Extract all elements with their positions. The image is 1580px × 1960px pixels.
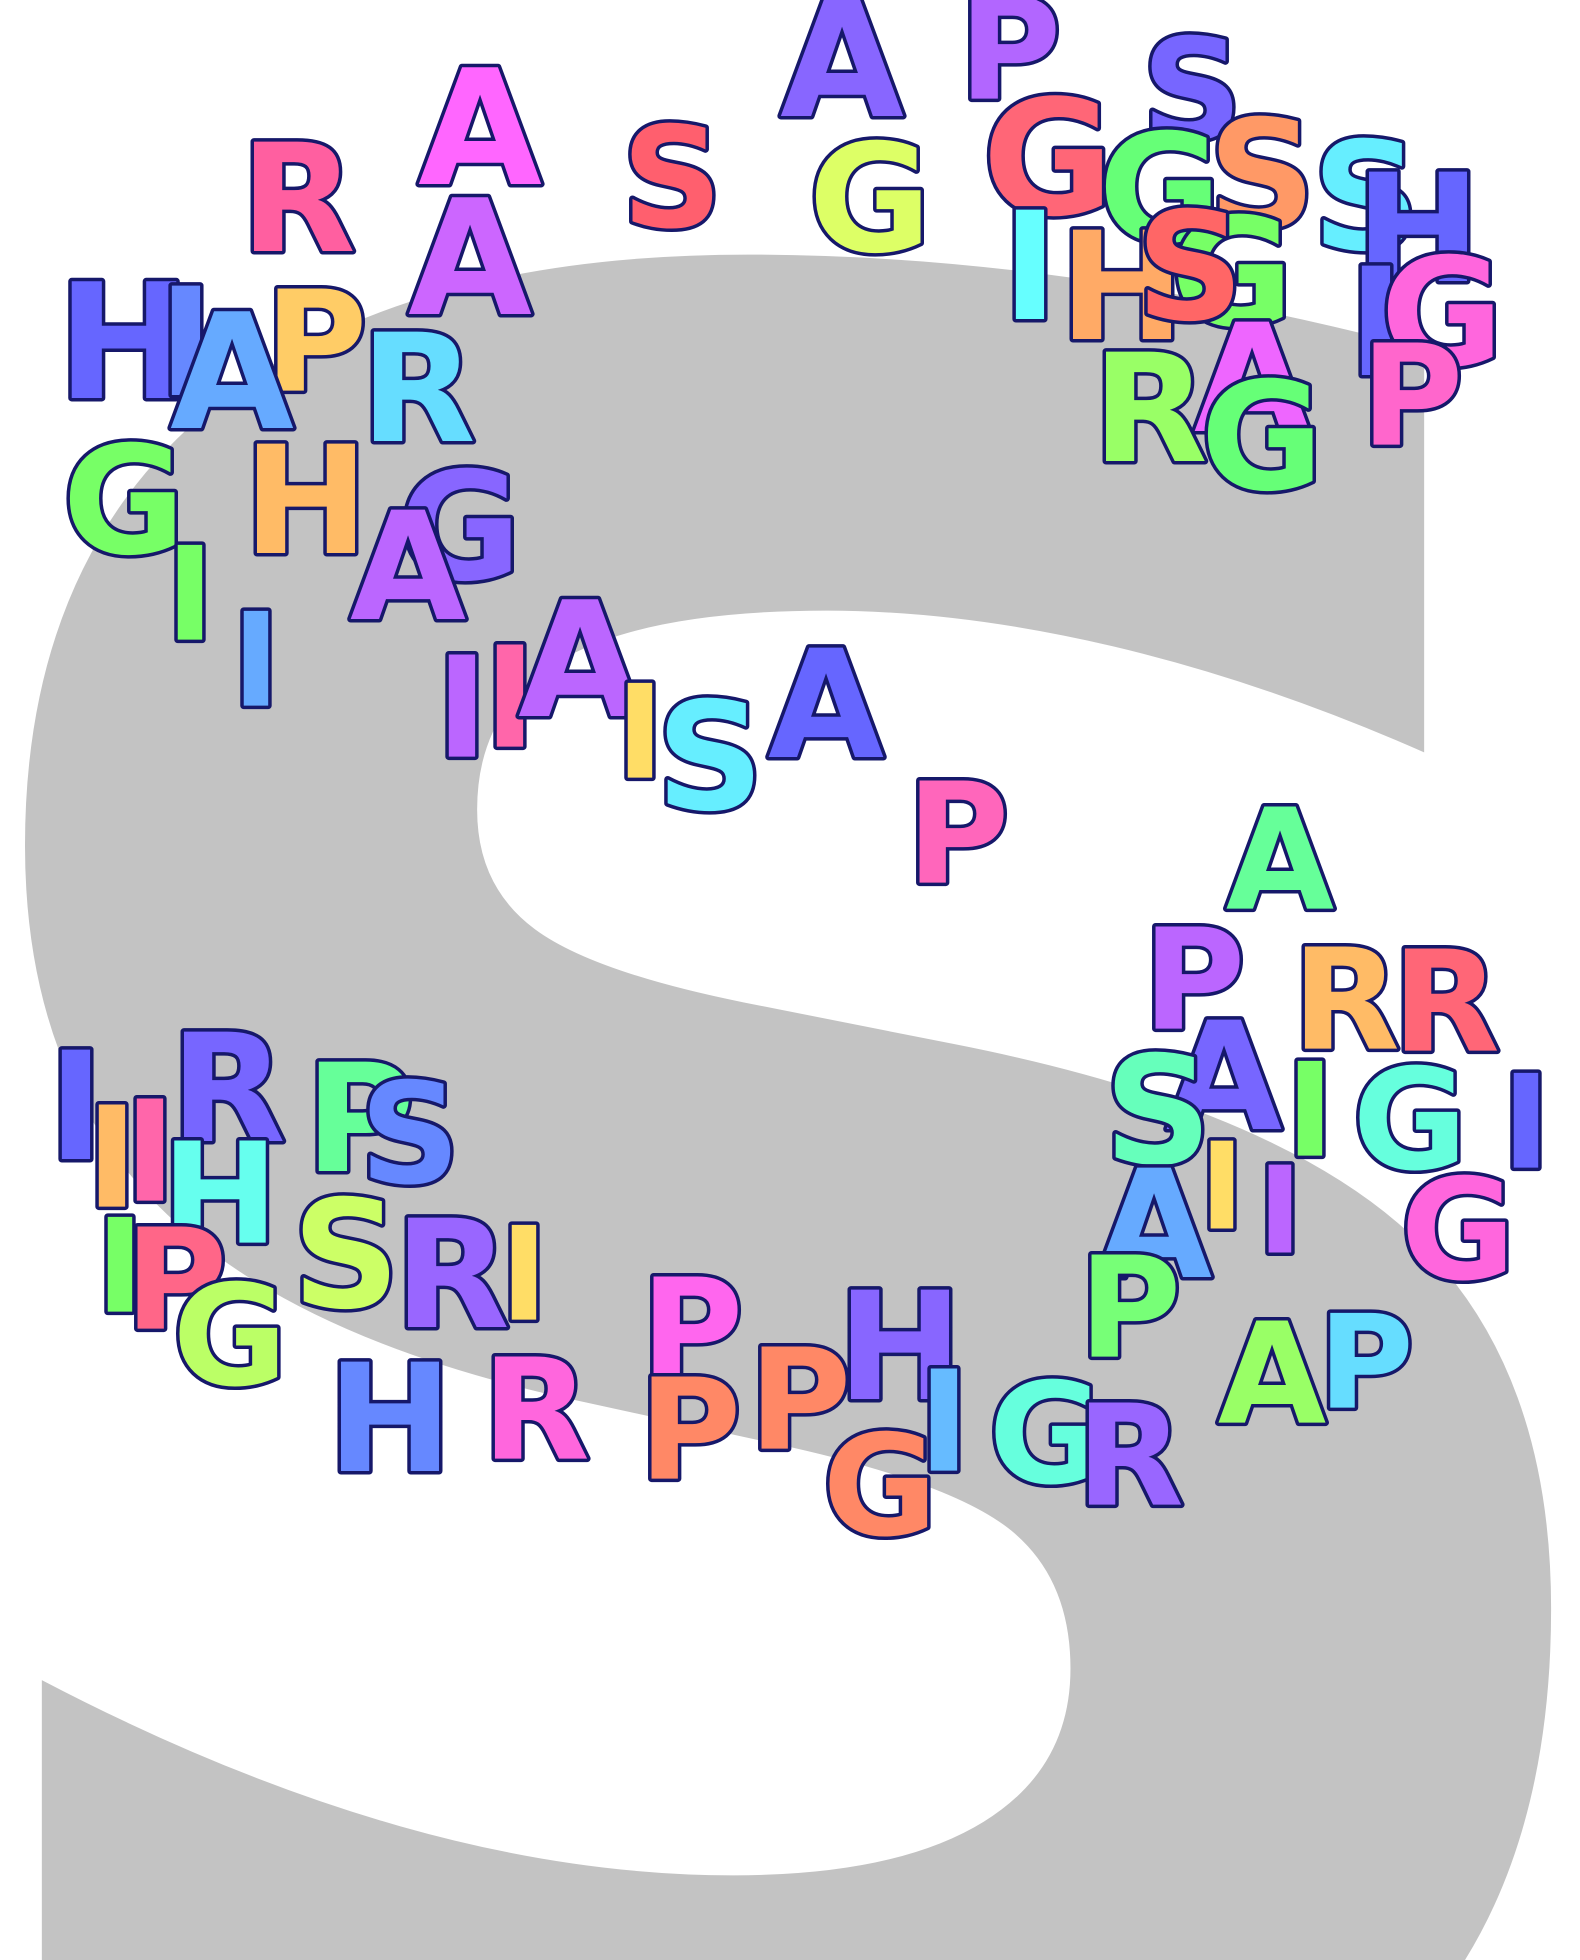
letter-r: R	[394, 1189, 510, 1363]
letter-g: G	[982, 65, 1113, 252]
letter-g: G	[1353, 1040, 1468, 1203]
letter-i: I	[48, 1021, 104, 1195]
letter-a: A	[418, 35, 542, 222]
letter-a: A	[408, 165, 532, 352]
letter-h: H	[161, 1114, 278, 1277]
letter-s: S	[656, 671, 764, 845]
letter-g: G	[1170, 187, 1293, 361]
letter-g: G	[808, 113, 931, 287]
letter-p: P	[639, 1350, 742, 1513]
letter-g: G	[1380, 227, 1503, 401]
letter-r: R	[170, 1003, 286, 1177]
letter-s: S	[1104, 1025, 1212, 1199]
letter-r: R	[240, 113, 356, 287]
letter-r: R	[1092, 323, 1208, 497]
letter-s: S	[1136, 181, 1244, 355]
letter-r: R	[360, 303, 476, 477]
letter-p: P	[907, 754, 1010, 917]
letter-a: A	[1166, 991, 1282, 1165]
letter-r: R	[1076, 1376, 1184, 1539]
letter-i: I	[484, 618, 536, 781]
letter-i: I	[158, 257, 214, 431]
letter-a: A	[1218, 1294, 1326, 1457]
letter-h: H	[837, 1261, 963, 1435]
letter-i: I	[96, 1191, 144, 1343]
letter-a: A	[518, 567, 642, 754]
letter-r: R	[1392, 922, 1500, 1085]
letter-i: I	[86, 1078, 138, 1241]
letter-s: S	[1208, 89, 1316, 263]
letter-g: G	[173, 1256, 288, 1419]
letter-g: G	[989, 1354, 1104, 1517]
letter-i: I	[500, 1199, 548, 1351]
letter-p: P	[641, 1250, 744, 1413]
letter-r: R	[482, 1330, 590, 1493]
letter-h: H	[243, 415, 369, 589]
letter-g: G	[1401, 1150, 1516, 1313]
letter-h: H	[327, 1333, 453, 1507]
letter-h: H	[1059, 201, 1185, 375]
letter-i: I	[232, 585, 280, 737]
letter-g: G	[1200, 351, 1323, 525]
letter-s: S	[622, 98, 723, 261]
letter-a: A	[1096, 1139, 1212, 1313]
letter-g: G	[823, 1406, 938, 1569]
letter-g: G	[1098, 103, 1221, 277]
letter-i: I	[1002, 181, 1058, 355]
letter-p: P	[959, 0, 1062, 133]
letter-p: P	[265, 262, 368, 425]
letter-a: A	[1226, 780, 1334, 943]
letter-s: S	[1312, 111, 1420, 285]
letter-r: R	[1292, 920, 1400, 1083]
letter-g: G	[398, 441, 521, 615]
letter-s: S	[1142, 10, 1243, 173]
letter-p: P	[1318, 1287, 1413, 1439]
letter-h: H	[1355, 143, 1481, 317]
letter-p: P	[125, 1200, 228, 1363]
letter-i: I	[918, 1342, 970, 1505]
letter-i: I	[124, 1072, 176, 1235]
letter-a: A	[1194, 293, 1310, 467]
letter-i: I	[1258, 1143, 1303, 1282]
letter-p: P	[305, 1033, 415, 1207]
letter-i: I	[616, 657, 664, 809]
letter-i: I	[166, 519, 214, 671]
letter-s: S	[292, 1169, 400, 1343]
letter-i: I	[1286, 1035, 1334, 1187]
letter-h: H	[57, 249, 191, 436]
letter-p: P	[1361, 316, 1464, 479]
letter-p: P	[1079, 1228, 1182, 1391]
letter-i: I	[1502, 1047, 1550, 1199]
letter-g: G	[62, 415, 185, 589]
letter-p: P	[749, 1320, 852, 1483]
letter-a: A	[768, 619, 884, 793]
letter-a: A	[780, 0, 904, 154]
letter-a: A	[170, 279, 294, 466]
letter-s: S	[360, 1054, 461, 1217]
letter-i: I	[1200, 1119, 1245, 1258]
letter-i: I	[436, 628, 488, 791]
letter-a: A	[350, 481, 466, 655]
letter-p: P	[1143, 900, 1246, 1063]
letter-i: I	[1348, 237, 1404, 411]
